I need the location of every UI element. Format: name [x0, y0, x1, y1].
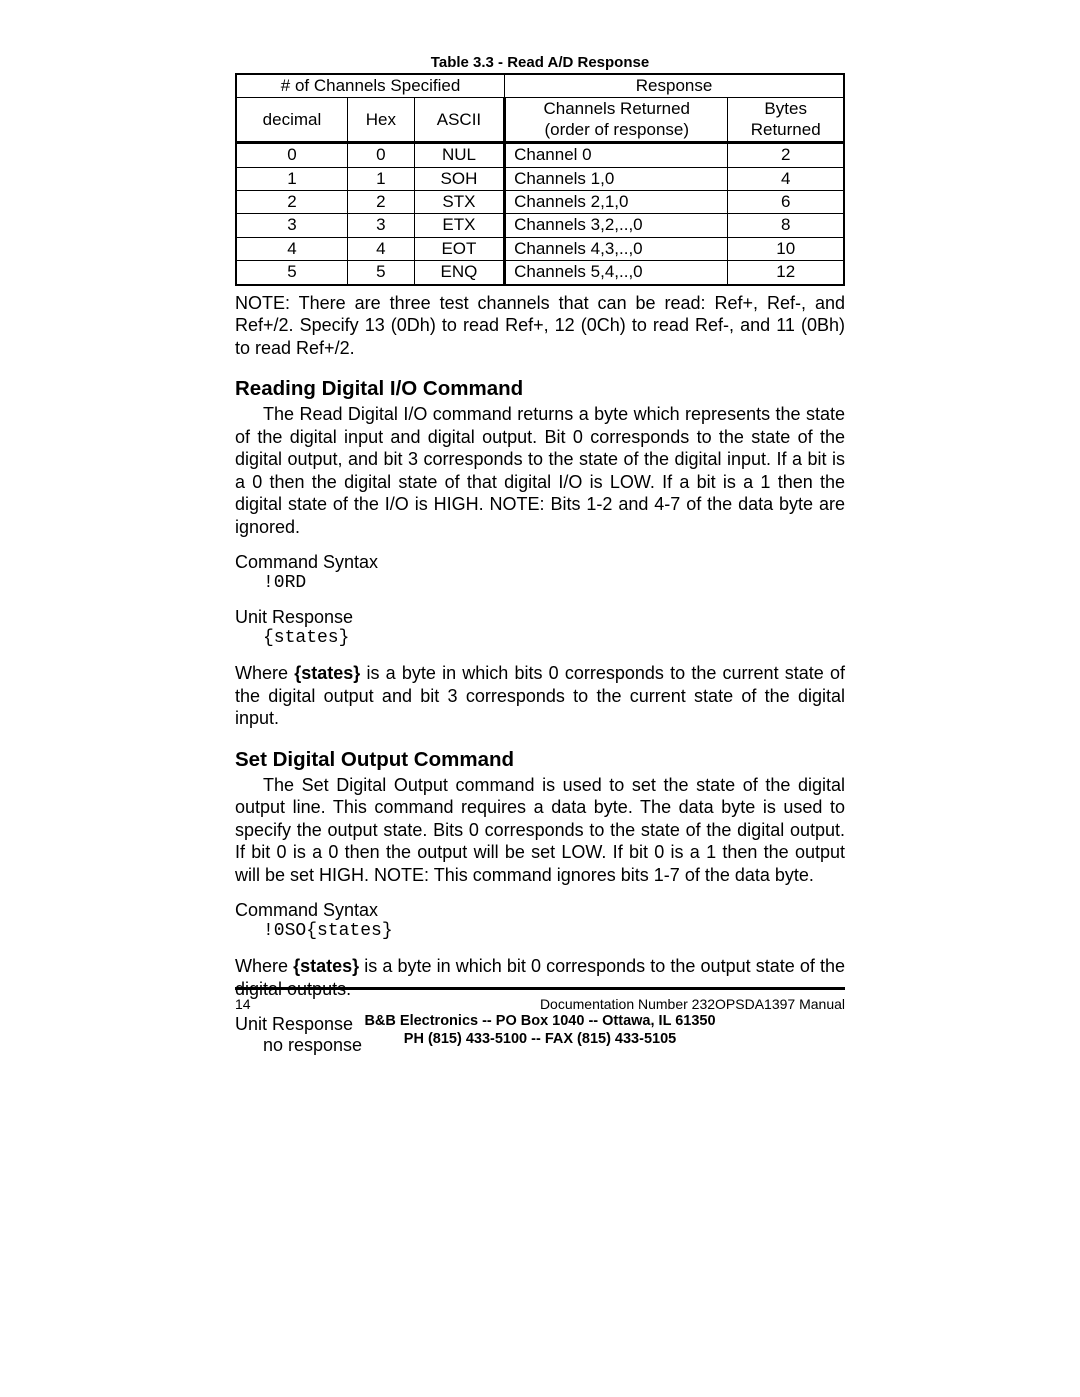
- section-heading-set-digital-output: Set Digital Output Command: [235, 748, 845, 772]
- cell-bytes: 2: [728, 143, 844, 167]
- where-bold: {states}: [293, 956, 359, 976]
- command-syntax-label: Command Syntax: [235, 900, 845, 921]
- table-header-group-row: # of Channels Specified Response: [236, 74, 844, 98]
- cell-bytes: 4: [728, 167, 844, 190]
- cell-channels: Channels 3,2,..,0: [505, 214, 728, 237]
- cell-dec: 4: [236, 237, 347, 260]
- footer-line2: B&B Electronics -- PO Box 1040 -- Ottawa…: [235, 1012, 845, 1030]
- cell-channels: Channel 0: [505, 143, 728, 167]
- cell-dec: 3: [236, 214, 347, 237]
- cell-bytes: 10: [728, 237, 844, 260]
- col-header-bytes-returned: Bytes Returned: [728, 98, 844, 143]
- group-header-response: Response: [505, 74, 844, 98]
- footer-address: B&B Electronics -- PO Box 1040 -- Ottawa…: [235, 1012, 845, 1048]
- col-header-channels-returned-l1: Channels Returned: [544, 99, 690, 118]
- col-header-channels-returned-l2: (order of response): [544, 120, 689, 139]
- table-row: 1 1 SOH Channels 1,0 4: [236, 167, 844, 190]
- cell-channels: Channels 5,4,..,0: [505, 261, 728, 285]
- section1-where: Where {states} is a byte in which bits 0…: [235, 662, 845, 730]
- cell-hex: 3: [347, 214, 414, 237]
- table-row: 0 0 NUL Channel 0 2: [236, 143, 844, 167]
- unit-response-label: Unit Response: [235, 607, 845, 628]
- cell-dec: 5: [236, 261, 347, 285]
- footer-rule: [235, 987, 845, 990]
- cell-bytes: 12: [728, 261, 844, 285]
- cell-hex: 5: [347, 261, 414, 285]
- table-header-row: decimal Hex ASCII Channels Returned (ord…: [236, 98, 844, 143]
- table-row: 2 2 STX Channels 2,1,0 6: [236, 190, 844, 213]
- section2-body: The Set Digital Output command is used t…: [235, 774, 845, 887]
- table-row: 5 5 ENQ Channels 5,4,..,0 12: [236, 261, 844, 285]
- table-note: NOTE: There are three test channels that…: [235, 292, 845, 360]
- cell-bytes: 8: [728, 214, 844, 237]
- group-header-channels-specified: # of Channels Specified: [236, 74, 505, 98]
- footer-document-number: Documentation Number 232OPSDA1397 Manual: [540, 996, 845, 1012]
- table-caption: Table 3.3 - Read A/D Response: [235, 54, 845, 71]
- footer-line3: PH (815) 433-5100 -- FAX (815) 433-5105: [235, 1030, 845, 1048]
- section1-body: The Read Digital I/O command returns a b…: [235, 403, 845, 538]
- cell-channels: Channels 2,1,0: [505, 190, 728, 213]
- command-syntax-label: Command Syntax: [235, 552, 845, 573]
- page-number: 14: [235, 996, 251, 1012]
- cell-bytes: 6: [728, 190, 844, 213]
- where-pre: Where: [235, 663, 294, 683]
- col-header-channels-returned: Channels Returned (order of response): [505, 98, 728, 143]
- col-header-bytes-l2: Returned: [751, 120, 821, 139]
- col-header-hex: Hex: [347, 98, 414, 143]
- footer-line1: 14 Documentation Number 232OPSDA1397 Man…: [235, 996, 845, 1012]
- cell-hex: 2: [347, 190, 414, 213]
- cell-channels: Channels 1,0: [505, 167, 728, 190]
- col-header-bytes-l1: Bytes: [764, 99, 807, 118]
- table-row: 3 3 ETX Channels 3,2,..,0 8: [236, 214, 844, 237]
- cell-ascii: ETX: [414, 214, 504, 237]
- cell-hex: 4: [347, 237, 414, 260]
- cell-ascii: EOT: [414, 237, 504, 260]
- document-page: Table 3.3 - Read A/D Response # of Chann…: [0, 0, 1080, 1397]
- cell-ascii: SOH: [414, 167, 504, 190]
- cell-channels: Channels 4,3,..,0: [505, 237, 728, 260]
- command-syntax-code: !0RD: [263, 573, 845, 593]
- ad-response-table: # of Channels Specified Response decimal…: [235, 73, 845, 286]
- where-pre: Where: [235, 956, 293, 976]
- unit-response-code: {states}: [263, 628, 845, 648]
- table-row: 4 4 EOT Channels 4,3,..,0 10: [236, 237, 844, 260]
- where-bold: {states}: [294, 663, 360, 683]
- cell-ascii: NUL: [414, 143, 504, 167]
- cell-dec: 0: [236, 143, 347, 167]
- cell-hex: 1: [347, 167, 414, 190]
- cell-dec: 2: [236, 190, 347, 213]
- page-footer: 14 Documentation Number 232OPSDA1397 Man…: [235, 987, 845, 1048]
- col-header-decimal: decimal: [236, 98, 347, 143]
- section-heading-reading-digital-io: Reading Digital I/O Command: [235, 377, 845, 401]
- cell-ascii: ENQ: [414, 261, 504, 285]
- cell-ascii: STX: [414, 190, 504, 213]
- cell-hex: 0: [347, 143, 414, 167]
- command-syntax-code: !0SO{states}: [263, 921, 845, 941]
- col-header-ascii: ASCII: [414, 98, 504, 143]
- cell-dec: 1: [236, 167, 347, 190]
